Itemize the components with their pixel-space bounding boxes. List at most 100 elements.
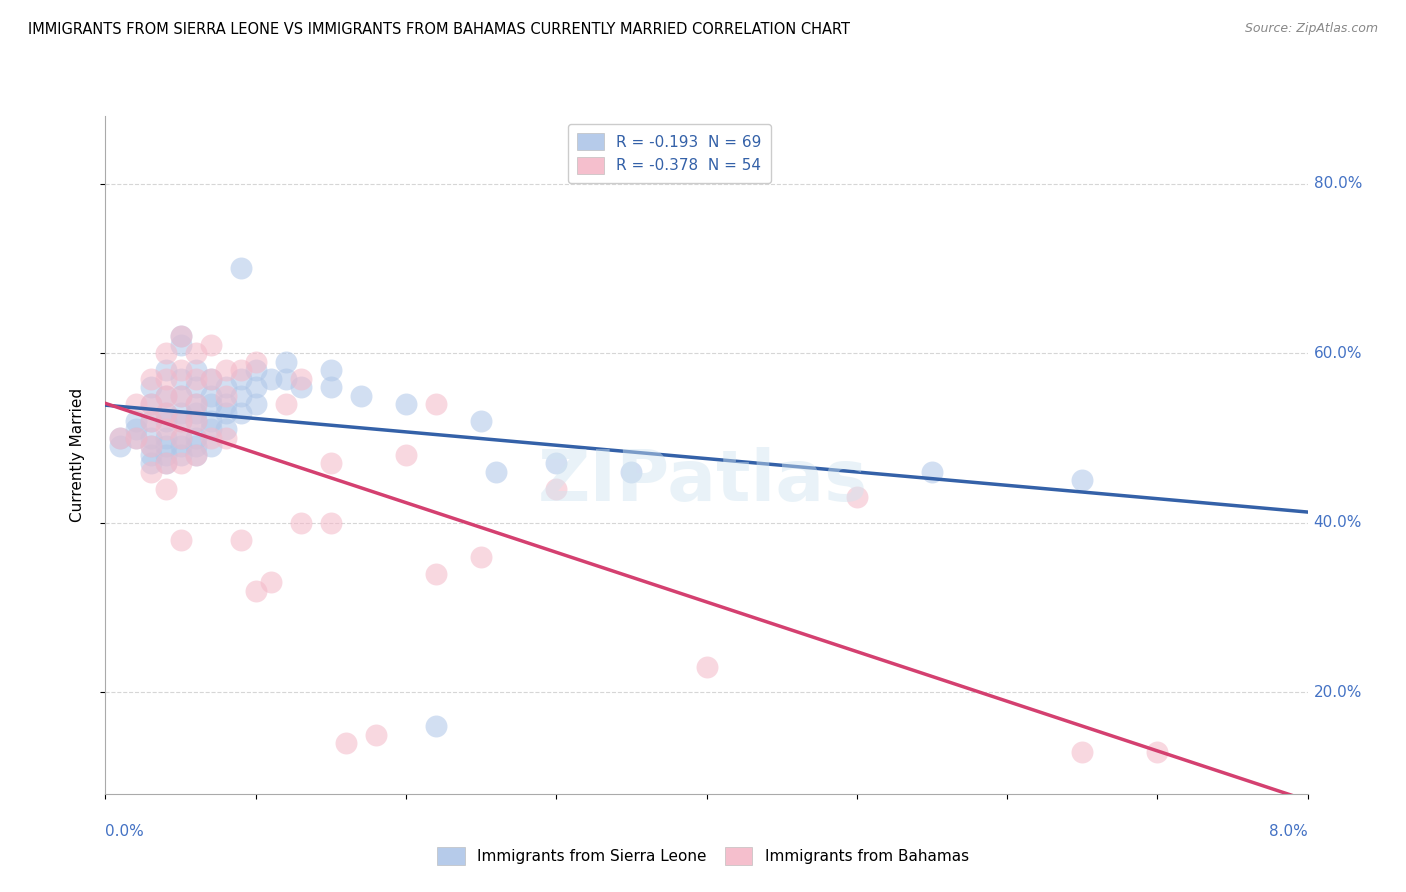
Point (139, 380, 162, 394)
Point (110, 431, 132, 445)
Point (921, 465, 943, 479)
Point (139, 431, 162, 445)
Point (169, 431, 191, 445)
Text: ZIPatlas: ZIPatlas (538, 447, 868, 516)
Point (139, 397, 162, 411)
Point (155, 371, 177, 385)
Point (395, 397, 418, 411)
Point (425, 566, 447, 581)
Point (169, 338, 191, 352)
Point (214, 363, 236, 377)
Point (139, 448, 162, 462)
Point (169, 405, 191, 419)
Point (245, 583, 267, 598)
Point (1071, 473, 1094, 487)
Point (214, 423, 236, 437)
Point (260, 574, 283, 589)
Point (110, 440, 132, 454)
Point (184, 371, 207, 385)
Point (1071, 744, 1094, 758)
Point (696, 660, 718, 674)
Point (155, 389, 177, 403)
Point (184, 397, 207, 411)
Text: 8.0%: 8.0% (1268, 824, 1308, 839)
Point (319, 516, 342, 530)
Point (245, 363, 267, 377)
Point (169, 371, 191, 385)
Point (169, 363, 191, 377)
Point (546, 482, 568, 496)
Point (214, 389, 236, 403)
Point (184, 448, 207, 462)
Point (485, 465, 508, 479)
Point (124, 431, 146, 445)
Point (229, 389, 252, 403)
Text: Source: ZipAtlas.com: Source: ZipAtlas.com (1244, 22, 1378, 36)
Point (184, 448, 207, 462)
Point (290, 371, 312, 385)
Point (124, 423, 146, 437)
Text: 80.0%: 80.0% (1313, 177, 1362, 191)
Point (169, 457, 191, 471)
Point (139, 440, 162, 454)
Point (200, 397, 222, 411)
Point (139, 397, 162, 411)
Point (155, 482, 177, 496)
Point (155, 440, 177, 454)
Point (546, 457, 568, 471)
Point (124, 431, 146, 445)
Point (184, 380, 207, 394)
Text: 40.0%: 40.0% (1313, 516, 1362, 530)
Point (169, 533, 191, 547)
Point (155, 448, 177, 462)
Point (169, 431, 191, 445)
Point (184, 397, 207, 411)
Point (184, 440, 207, 454)
Point (290, 516, 312, 530)
Point (169, 389, 191, 403)
Point (184, 346, 207, 360)
Text: 0.0%: 0.0% (105, 824, 145, 839)
Point (229, 261, 252, 276)
Point (139, 457, 162, 471)
Point (200, 389, 222, 403)
Point (184, 414, 207, 428)
Point (139, 414, 162, 428)
Text: IMMIGRANTS FROM SIERRA LEONE VS IMMIGRANTS FROM BAHAMAS CURRENTLY MARRIED CORREL: IMMIGRANTS FROM SIERRA LEONE VS IMMIGRAN… (28, 22, 851, 37)
Point (229, 363, 252, 377)
Point (274, 371, 297, 385)
Point (245, 380, 267, 394)
Point (200, 371, 222, 385)
Point (124, 397, 146, 411)
Point (139, 371, 162, 385)
Text: 60.0%: 60.0% (1313, 346, 1362, 360)
Point (845, 490, 868, 504)
Point (214, 380, 236, 394)
Point (229, 371, 252, 385)
Point (155, 346, 177, 360)
Point (155, 423, 177, 437)
Point (1146, 744, 1168, 758)
Point (155, 431, 177, 445)
Point (319, 457, 342, 471)
Point (245, 397, 267, 411)
Point (139, 465, 162, 479)
Legend: Immigrants from Sierra Leone, Immigrants from Bahamas: Immigrants from Sierra Leone, Immigrants… (432, 841, 974, 871)
Point (319, 363, 342, 377)
Point (169, 414, 191, 428)
Point (139, 414, 162, 428)
Point (425, 397, 447, 411)
Point (184, 431, 207, 445)
Point (200, 423, 222, 437)
Point (110, 431, 132, 445)
Point (200, 371, 222, 385)
Point (155, 405, 177, 419)
Point (214, 431, 236, 445)
Point (350, 389, 373, 403)
Point (290, 380, 312, 394)
Legend: R = -0.193  N = 69, R = -0.378  N = 54: R = -0.193 N = 69, R = -0.378 N = 54 (568, 124, 770, 184)
Point (425, 719, 447, 733)
Point (169, 448, 191, 462)
Point (169, 440, 191, 454)
Y-axis label: Currently Married: Currently Married (70, 388, 84, 522)
